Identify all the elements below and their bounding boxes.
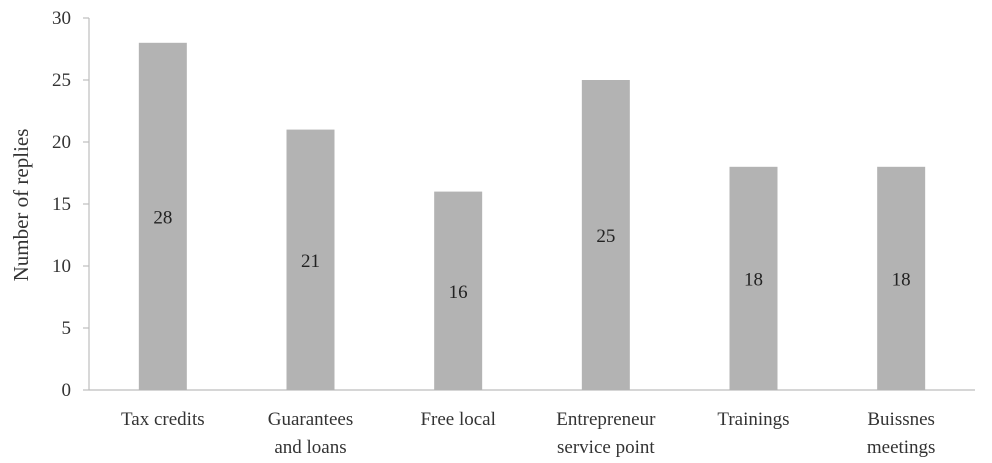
x-category-label: Entrepreneur service point	[556, 409, 656, 458]
x-category-label-line: Trainings	[717, 409, 789, 430]
bar-data-label: 28	[153, 207, 172, 228]
bar-data-label: 18	[744, 269, 763, 290]
bar-data-label: 21	[301, 251, 320, 272]
y-tick-label: 20	[52, 132, 71, 153]
bar	[581, 80, 630, 390]
x-category-label-line: Guarantees	[268, 409, 353, 430]
y-tick-label: 5	[62, 318, 72, 339]
bar	[434, 191, 483, 390]
bar-data-label: 16	[449, 282, 468, 303]
x-category-label-line: Buissnes	[867, 409, 935, 430]
x-category-label: Guarantees and loans	[268, 409, 353, 458]
x-category-label-line: meetings	[867, 437, 936, 458]
x-category-label-line: service point	[557, 437, 655, 458]
y-tick-label: 30	[52, 8, 71, 29]
x-category-label: Free local	[420, 409, 495, 430]
y-tick-label: 15	[52, 194, 71, 215]
x-category-label: Tax credits	[121, 409, 205, 430]
category-labels: Tax credits Guarantees and loans Free local…	[121, 409, 935, 458]
bar	[729, 166, 778, 390]
bar	[877, 166, 926, 390]
bar-data-label: 25	[596, 226, 615, 247]
x-category-label-line: Entrepreneur	[556, 409, 656, 430]
bar	[138, 42, 187, 391]
x-category-label: Buissnes meetings	[867, 409, 936, 458]
x-category-label-line: Free local	[420, 409, 495, 430]
y-axis-ticks: 0 5 10 15 20 25 30	[52, 8, 89, 401]
x-category-label-line: Tax credits	[121, 409, 205, 430]
x-category-label: Trainings	[717, 409, 789, 430]
bars-group: 28 21 16 25 18 18	[138, 42, 926, 391]
y-tick-label: 10	[52, 256, 71, 277]
y-axis-title: Number of replies	[9, 129, 33, 282]
y-tick-label: 0	[62, 380, 72, 401]
x-category-label-line: and loans	[274, 437, 346, 458]
bar	[286, 129, 335, 390]
y-tick-label: 25	[52, 70, 71, 91]
bar-data-label: 18	[892, 269, 911, 290]
